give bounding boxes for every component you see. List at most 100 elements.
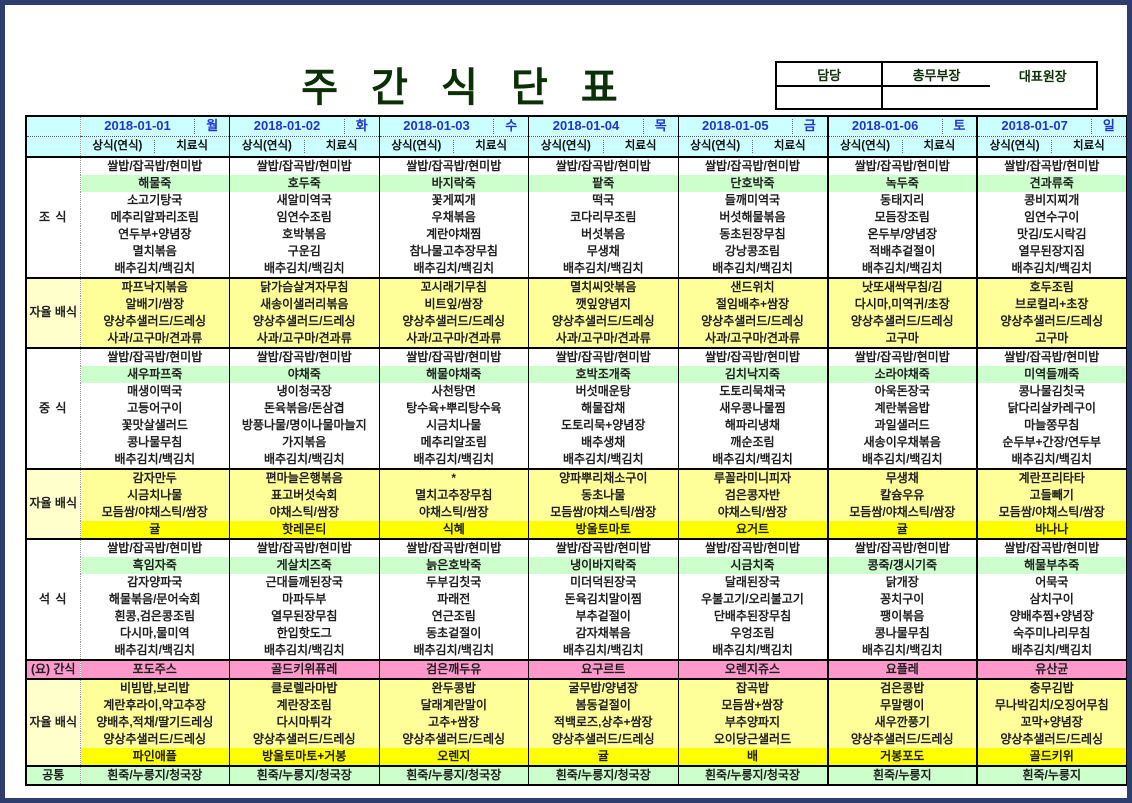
menu-item-cell: 배추김치/백김치	[976, 260, 1127, 278]
menu-item-cell: 배추김치/백김치	[826, 260, 977, 278]
menu-item-cell: 방울토마토	[528, 521, 678, 539]
menu-item-cell: 꽃맛살샐러드	[79, 417, 230, 434]
menu-item-cell: 쌀밥/잡곡밥/현미밥	[528, 347, 678, 366]
menu-item-cell: 적백로즈,상추+쌈장	[528, 714, 678, 731]
menu-item-cell: 멸치고추장무침	[378, 487, 529, 504]
menu-item-cell: 우불고기/오리불고기	[677, 591, 828, 608]
menu-item-cell: 양상추샐러드/드레싱	[79, 313, 230, 330]
menu-row: 고등어구이 돈육볶음/돈삼겹 탕수육+뿌리탕수육 해물잡채 새우콩나물찜 계란볶음밥 닭다리…	[26, 400, 1127, 417]
menu-item-cell: 돈육볶음/돈삼겹	[229, 400, 379, 417]
menu-item-cell: 충무김밥	[976, 678, 1127, 697]
diet-type-cell: 상식(연식) 치료식	[528, 136, 678, 157]
menu-item-cell: 닭개장	[826, 574, 977, 591]
menu-row: 매생이떡국 냉이청국장 사천탕면 버섯매운탕 도토리묵채국 아욱돈장국 콩나물김칫국	[26, 383, 1127, 400]
menu-item-cell: 콩죽/갱시기죽	[826, 557, 977, 574]
menu-item-cell: 어묵국	[976, 574, 1127, 591]
menu-item-cell: 쌀밥/잡곡밥/현미밥	[79, 538, 230, 557]
approval-sign-staff	[777, 87, 884, 108]
menu-item-cell: 절임배추+쌈장	[677, 296, 828, 313]
weekday-text: 목	[642, 118, 678, 134]
menu-item-cell: 모듬쌈/야채스틱/쌈장	[79, 504, 230, 521]
menu-item-cell: 순두부+간장/연두부	[976, 434, 1127, 451]
menu-item-cell: 바나나	[976, 521, 1127, 539]
menu-item-cell: 요구르트	[528, 659, 678, 679]
menu-row: 석 식 쌀밥/잡곡밥/현미밥 쌀밥/잡곡밥/현미밥 쌀밥/잡곡밥/현미밥 쌀밥/잡곡밥/…	[26, 538, 1127, 660]
menu-item-cell: 늙은호박죽	[378, 557, 529, 574]
therapeutic-diet-label: 치료식	[1051, 139, 1125, 154]
menu-item-cell: 양배추찜+양념장	[976, 608, 1127, 625]
menu-item-cell: 버섯매운탕	[528, 383, 678, 400]
menu-item-cell: 쌀밥/잡곡밥/현미밥	[677, 156, 828, 175]
menu-item-cell: 꽁치구이	[826, 591, 977, 608]
menu-item-cell: 다시마,물미역	[79, 625, 230, 642]
date-text: 2018-01-05	[702, 118, 769, 134]
menu-item-cell: 사과/고구마/견과류	[79, 330, 230, 348]
menu-item-cell: 닭가슴살겨자무침	[229, 277, 379, 296]
menu-item-cell: 다시마,미역귀/초장	[826, 296, 977, 313]
menu-item-cell: 쌀밥/잡곡밥/현미밥	[229, 538, 379, 557]
menu-item-cell: 사과/고구마/견과류	[528, 330, 678, 348]
diet-type-cell: 상식(연식) 치료식	[976, 136, 1127, 157]
menu-item-cell: 핫레몬티	[229, 521, 379, 539]
regular-diet-label: 상식(연식)	[989, 139, 1040, 152]
menu-item-cell: 무생채	[826, 468, 977, 487]
menu-item-cell: 버섯해물볶음	[677, 209, 828, 226]
menu-row: 양상추샐러드/드레싱 양상추샐러드/드레싱 양상추샐러드/드레싱 양상추샐러드/드레싱…	[26, 313, 1127, 330]
menu-item-cell: 편마늘은행볶음	[229, 468, 379, 487]
menu-item-cell: 고구마	[826, 330, 977, 348]
menu-item-cell: 무생채	[528, 243, 678, 260]
menu-item-cell: 양상추샐러드/드레싱	[79, 731, 230, 748]
menu-item-cell: 배추김치/백김치	[229, 451, 379, 469]
menu-item-cell: 고들빼기	[976, 487, 1127, 504]
menu-item-cell: 새우콩나물찜	[677, 400, 828, 417]
menu-item-cell: 임연수구이	[976, 209, 1127, 226]
menu-item-cell: 야채죽	[229, 366, 379, 383]
menu-item-cell: 유산균	[976, 659, 1127, 679]
menu-item-cell: 시금치나물	[378, 417, 529, 434]
section-label-lunch: 중 식	[26, 347, 81, 469]
menu-row: 귤 핫레몬티 식혜 방울토마토 요거트 귤 바나나	[26, 521, 1127, 539]
diet-type-cell: 상식(연식) 치료식	[826, 136, 977, 157]
therapeutic-diet-label: 치료식	[453, 139, 528, 154]
menu-item-cell: 게살치즈죽	[229, 557, 379, 574]
menu-item-cell: 콩비지찌개	[976, 192, 1127, 209]
menu-item-cell: 흰죽/누룽지/청국장	[79, 765, 230, 785]
regular-diet-label: 상식(연식)	[840, 139, 891, 152]
menu-item-cell: 꼬막+양념장	[976, 714, 1127, 731]
menu-item-cell: 요플레	[826, 659, 977, 679]
menu-item-cell: 깻잎양념지	[528, 296, 678, 313]
menu-item-cell: 모듬쌈+쌈장	[677, 697, 828, 714]
menu-item-cell: 감자만두	[79, 468, 230, 487]
menu-item-cell: 미더덕된장국	[528, 574, 678, 591]
menu-item-cell: 배추김치/백김치	[528, 260, 678, 278]
menu-item-cell: 양상추샐러드/드레싱	[229, 731, 379, 748]
menu-item-cell: 버섯볶음	[528, 226, 678, 243]
menu-item-cell: 견과류죽	[976, 175, 1127, 192]
menu-item-cell: 야채스틱/쌈장	[229, 504, 379, 521]
weekday-text: 토	[941, 118, 976, 134]
menu-row: 사과/고구마/견과류 사과/고구마/견과류 사과/고구마/견과류 사과/고구마/견과류…	[26, 330, 1127, 348]
menu-item-cell: 잡곡밥	[677, 678, 828, 697]
menu-item-cell: 계란후라이,약고추장	[79, 697, 230, 714]
menu-item-cell: 쌀밥/잡곡밥/현미밥	[229, 156, 379, 175]
menu-item-cell: 달래된장국	[677, 574, 828, 591]
section-label-dinner: 석 식	[26, 538, 81, 660]
date-text: 2018-01-07	[1001, 118, 1068, 134]
menu-item-cell: 오렌지쥬스	[677, 659, 828, 679]
menu-item-cell: 달래계란말이	[378, 697, 529, 714]
menu-item-cell: 흰죽/누룽지/청국장	[677, 765, 828, 785]
menu-item-cell: 흑임자죽	[79, 557, 230, 574]
menu-item-cell: 양상추샐러드/드레싱	[229, 313, 379, 330]
menu-item-cell: 배	[677, 748, 828, 766]
menu-row: 해물볶음/문어숙회 마파두부 파래전 돈육김치말이찜 우불고기/오리불고기 꽁치구이 삼치구…	[26, 591, 1127, 608]
menu-item-cell: 시금치나물	[79, 487, 230, 504]
menu-item-cell: 배추김치/백김치	[79, 260, 230, 278]
menu-item-cell: 배추김치/백김치	[378, 642, 529, 660]
menu-item-cell: *	[378, 468, 529, 487]
menu-item-cell: 해물볶음/문어숙회	[79, 591, 230, 608]
menu-item-cell: 마늘쫑무침	[976, 417, 1127, 434]
menu-row: 양상추샐러드/드레싱 양상추샐러드/드레싱 양상추샐러드/드레싱 양상추샐러드/드레싱…	[26, 731, 1127, 748]
menu-item-cell: 양상추샐러드/드레싱	[677, 313, 828, 330]
menu-item-cell: 떡국	[528, 192, 678, 209]
